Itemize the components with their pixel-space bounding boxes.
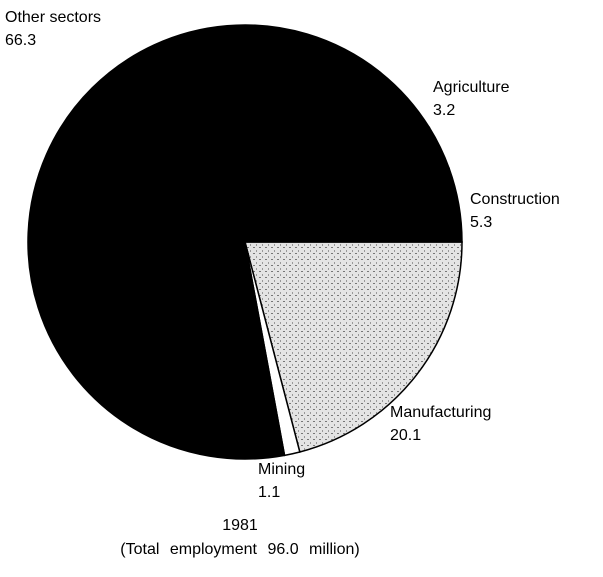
- slice-label: Manufacturing: [390, 404, 491, 421]
- slice-value: 66.3: [5, 32, 36, 49]
- pie-slice: [244, 241, 463, 453]
- pie-slice: [244, 167, 463, 243]
- slice-label: Construction: [470, 191, 560, 208]
- pie-slice: [27, 24, 431, 460]
- slice-value: 5.3: [470, 214, 492, 231]
- caption-total: (Total employment 96.0 million): [120, 541, 359, 558]
- slice-label: Agriculture: [433, 79, 510, 96]
- caption-year: 1981: [222, 517, 258, 534]
- slice-label: Other sectors: [5, 9, 101, 26]
- slice-label: Mining: [258, 461, 305, 478]
- slice-value: 1.1: [258, 484, 280, 501]
- slice-value: 20.1: [390, 427, 421, 444]
- slice-value: 3.2: [433, 102, 455, 119]
